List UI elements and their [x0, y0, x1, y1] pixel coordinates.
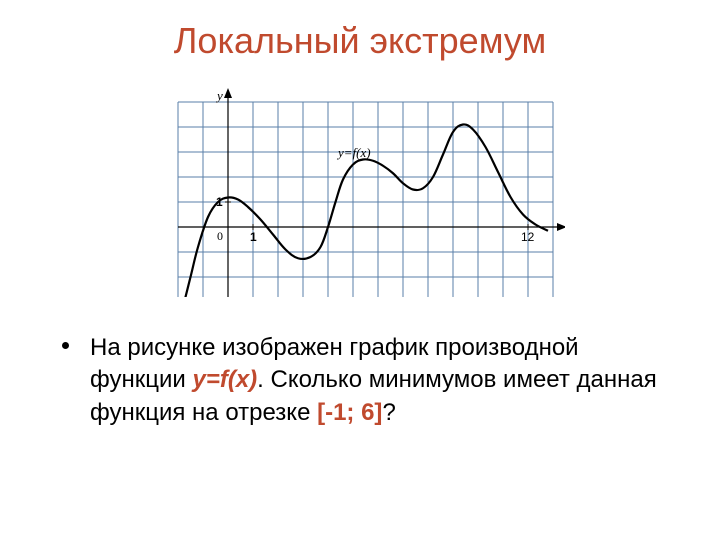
- svg-text:y: y: [215, 88, 223, 103]
- derivative-graph: yx01112y=f(x): [155, 87, 565, 297]
- page-title: Локальный экстремум: [40, 20, 680, 62]
- svg-text:1: 1: [250, 230, 257, 244]
- question-text: На рисунке изображен график производной …: [40, 332, 680, 429]
- function-label: y=f(x): [192, 366, 257, 393]
- svg-text:12: 12: [521, 230, 535, 244]
- bullet-icon: [62, 342, 69, 349]
- interval-label: [-1; 6]: [317, 399, 382, 426]
- svg-text:y=f(x): y=f(x): [336, 145, 371, 160]
- svg-text:1: 1: [216, 195, 223, 209]
- chart-container: yx01112y=f(x): [40, 87, 680, 302]
- question-part-3: ?: [382, 399, 395, 426]
- svg-text:0: 0: [217, 229, 223, 243]
